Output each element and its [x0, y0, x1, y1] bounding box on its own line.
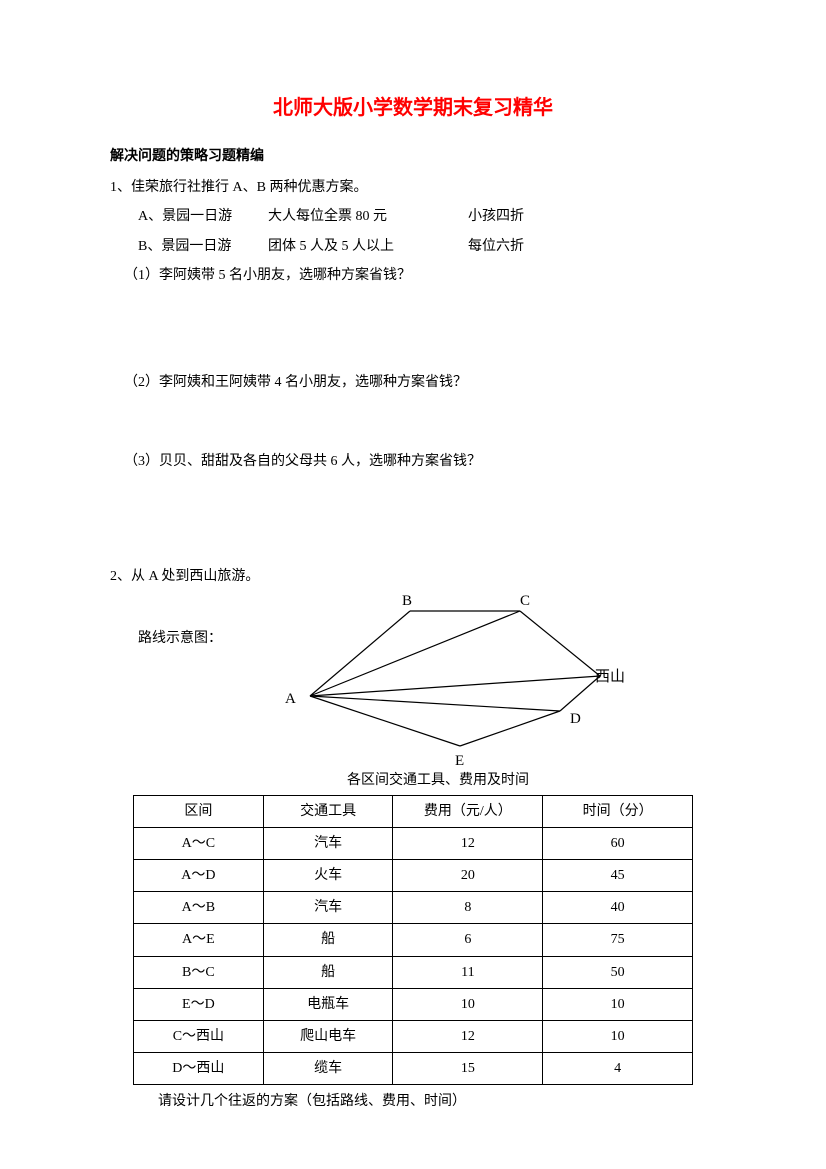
table-cell: 11 — [393, 956, 543, 988]
route-svg — [270, 596, 650, 766]
table-cell: 缆车 — [263, 1053, 393, 1085]
plan-a-note: 小孩四折 — [468, 204, 524, 229]
q1-sub3: （3）贝贝、甜甜及各自的父母共 6 人，选哪种方案省钱？ — [110, 449, 716, 474]
table-cell: 汽车 — [263, 892, 393, 924]
table-cell: 10 — [543, 1021, 693, 1053]
q2-intro: 2、从 A 处到西山旅游。 — [110, 564, 716, 589]
table-cell: D～西山 — [134, 1053, 264, 1085]
q1-plan-b: B、景园一日游 团体 5 人及 5 人以上 每位六折 — [110, 234, 716, 259]
table-cell: 45 — [543, 860, 693, 892]
table-header-row: 区间 交通工具 费用（元/人） 时间（分） — [134, 795, 693, 827]
table-row: C～西山爬山电车1210 — [134, 1021, 693, 1053]
table-cell: B～C — [134, 956, 264, 988]
col-time: 时间（分） — [543, 795, 693, 827]
table-cell: A～C — [134, 827, 264, 859]
table-cell: 汽车 — [263, 827, 393, 859]
col-cost: 费用（元/人） — [393, 795, 543, 827]
table-cell: 10 — [393, 988, 543, 1020]
table-cell: 50 — [543, 956, 693, 988]
route-diagram-row: 路线示意图： A B C D E 西山 — [110, 596, 716, 766]
table-row: A～D火车2045 — [134, 860, 693, 892]
table-cell: 75 — [543, 924, 693, 956]
table-cell: E～D — [134, 988, 264, 1020]
plan-b-note: 每位六折 — [468, 234, 524, 259]
table-row: D～西山缆车154 — [134, 1053, 693, 1085]
table-row: E～D电瓶车1010 — [134, 988, 693, 1020]
table-row: A～E船675 — [134, 924, 693, 956]
plan-a-name: A、景园一日游 — [138, 204, 268, 229]
table-cell: 船 — [263, 956, 393, 988]
page-title: 北师大版小学数学期末复习精华 — [110, 90, 716, 126]
table-cell: 20 — [393, 860, 543, 892]
route-diagram: A B C D E 西山 — [270, 596, 650, 766]
plan-b-name: B、景园一日游 — [138, 234, 268, 259]
table-cell: 船 — [263, 924, 393, 956]
node-c: C — [520, 588, 530, 615]
table-row: B～C船1150 — [134, 956, 693, 988]
q1-plan-a: A、景园一日游 大人每位全票 80 元 小孩四折 — [110, 204, 716, 229]
table-cell: 40 — [543, 892, 693, 924]
route-diagram-label: 路线示意图： — [110, 596, 270, 651]
q1-intro: 1、佳荣旅行社推行 A、B 两种优惠方案。 — [110, 175, 716, 200]
node-d: D — [570, 706, 581, 733]
q1-sub1: （1）李阿姨带 5 名小朋友，选哪种方案省钱？ — [110, 263, 716, 288]
table-caption: 各区间交通工具、费用及时间 — [110, 768, 716, 793]
table-cell: 爬山电车 — [263, 1021, 393, 1053]
node-e: E — [455, 748, 464, 775]
node-b: B — [402, 588, 412, 615]
plan-a-price: 大人每位全票 80 元 — [268, 204, 468, 229]
table-cell: 6 — [393, 924, 543, 956]
q2-footer: 请设计几个往返的方案（包括路线、费用、时间） — [110, 1089, 716, 1114]
q1-sub2: （2）李阿姨和王阿姨带 4 名小朋友，选哪种方案省钱？ — [110, 370, 716, 395]
table-cell: 12 — [393, 1021, 543, 1053]
table-row: A～B汽车840 — [134, 892, 693, 924]
col-segment: 区间 — [134, 795, 264, 827]
table-cell: 10 — [543, 988, 693, 1020]
section-subtitle: 解决问题的策略习题精编 — [110, 144, 716, 169]
table-row: A～C汽车1260 — [134, 827, 693, 859]
table-cell: 电瓶车 — [263, 988, 393, 1020]
node-a: A — [285, 686, 296, 713]
col-transport: 交通工具 — [263, 795, 393, 827]
table-cell: A～E — [134, 924, 264, 956]
table-cell: 15 — [393, 1053, 543, 1085]
route-table: 区间 交通工具 费用（元/人） 时间（分） A～C汽车1260A～D火车2045… — [133, 795, 693, 1086]
table-cell: 4 — [543, 1053, 693, 1085]
table-cell: 火车 — [263, 860, 393, 892]
table-cell: 8 — [393, 892, 543, 924]
table-cell: A～B — [134, 892, 264, 924]
table-cell: 60 — [543, 827, 693, 859]
table-cell: C～西山 — [134, 1021, 264, 1053]
table-cell: 12 — [393, 827, 543, 859]
table-cell: A～D — [134, 860, 264, 892]
node-xishan: 西山 — [595, 664, 625, 691]
plan-b-price: 团体 5 人及 5 人以上 — [268, 234, 468, 259]
